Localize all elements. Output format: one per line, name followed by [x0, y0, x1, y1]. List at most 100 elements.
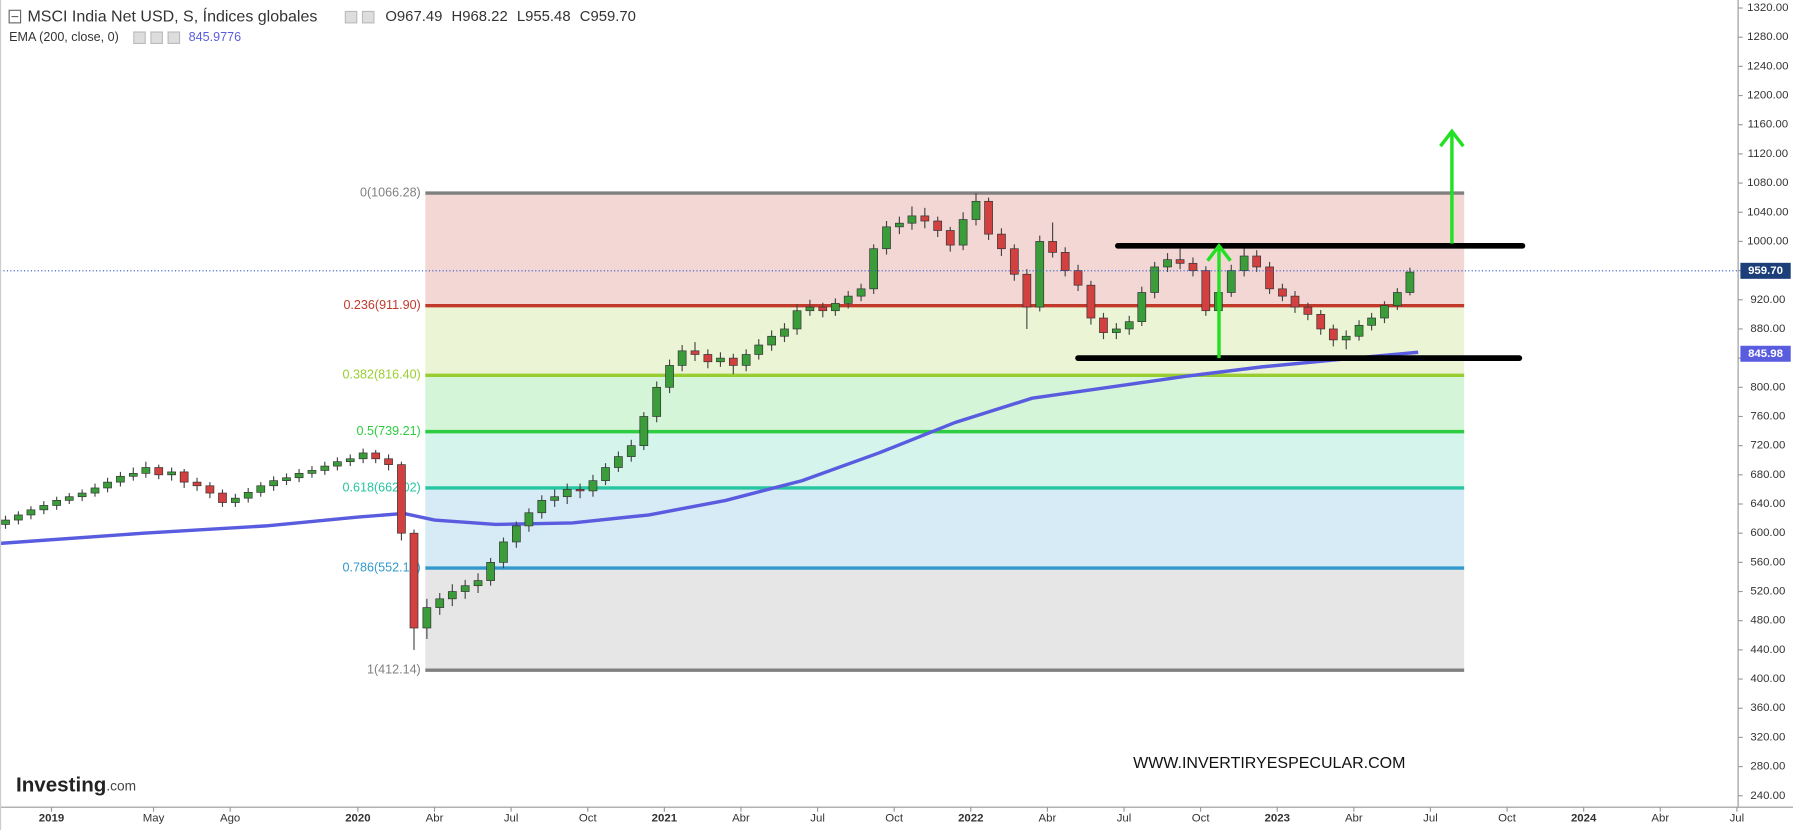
candle-body [831, 303, 840, 312]
candle-body [384, 458, 393, 465]
candle-body [167, 471, 176, 476]
fib-zone [425, 193, 1465, 306]
y-tick-label: 680.00 [1750, 469, 1785, 481]
candle-body [1201, 270, 1211, 312]
candle-body [269, 480, 278, 487]
readout-key: O [385, 9, 397, 25]
readout-key: H [452, 9, 463, 25]
candle-body [435, 598, 445, 608]
candle-body [1086, 284, 1096, 319]
candle-body [728, 357, 738, 366]
candle-body [397, 464, 406, 534]
indicator-icon[interactable] [167, 31, 181, 45]
fib-zone [425, 431, 1465, 488]
watermark: WWW.INVERTIRYESPECULAR.COM [1133, 755, 1405, 772]
candle-body [537, 500, 547, 514]
x-tick-label: Oct [1192, 813, 1211, 825]
indicator-icon[interactable] [133, 31, 146, 45]
candle-body [282, 477, 291, 482]
y-tick-label: 920.00 [1750, 294, 1785, 306]
y-tick-label: 600.00 [1750, 527, 1785, 539]
y-tick-label: 400.00 [1750, 673, 1785, 685]
candle-body [1265, 266, 1274, 290]
ema-line [0, 350, 1419, 546]
candle-body [920, 215, 930, 222]
candle-body [703, 354, 713, 363]
bottom-axis-bg [0, 807, 1793, 830]
x-tick-label: Jul [810, 813, 825, 825]
settings-icon[interactable] [361, 10, 375, 24]
candle-body [1022, 273, 1032, 308]
candle-body [1341, 335, 1351, 341]
indicator-icon[interactable] [150, 31, 163, 45]
candle-body [371, 452, 381, 460]
readout-key: C [580, 9, 591, 25]
collapse-icon[interactable] [8, 9, 22, 24]
logo: Investing.com [16, 774, 136, 797]
y-tick-label: 800.00 [1750, 381, 1785, 393]
x-tick-label: Ago [220, 813, 240, 825]
x-tick-label: Abr [1039, 813, 1057, 825]
candle-body [128, 473, 138, 477]
candle-body [690, 350, 700, 355]
readout-value: 968.22 [462, 9, 507, 25]
candle-body [575, 489, 585, 492]
candle-body [945, 230, 955, 246]
candle-body [1188, 262, 1198, 271]
candle-body [422, 607, 432, 629]
candle-body [1112, 328, 1121, 333]
candle-body [90, 487, 100, 494]
candle-body [1393, 292, 1402, 306]
candle-body [1175, 259, 1185, 264]
arrow-head [1206, 242, 1232, 262]
fib-label: 0.5(739.21) [356, 424, 420, 438]
candle-body [39, 505, 49, 511]
candle-body [192, 481, 202, 487]
candle-body [103, 481, 112, 489]
arrow-head [1439, 128, 1465, 148]
y-tick-label: 1080.00 [1747, 177, 1788, 189]
y-tick-label: 240.00 [1750, 790, 1785, 802]
ema-badge-label: 845.98 [1748, 348, 1783, 360]
x-tick-label: Abr [732, 813, 750, 825]
x-tick-label: May [143, 813, 165, 825]
candle-body [179, 471, 189, 483]
y-tick-label: 1320.00 [1747, 2, 1788, 14]
y-tick-label: 1120.00 [1748, 148, 1788, 160]
candle-body [716, 357, 725, 363]
candle-body [780, 328, 789, 337]
candle-body [1, 519, 10, 525]
candle-body [869, 248, 878, 290]
candle-body [1405, 271, 1415, 293]
fib-label: 1(412.14) [367, 663, 421, 677]
candle-body [14, 514, 23, 521]
y-tick-label: 1240.00 [1747, 60, 1788, 72]
price-badge-label: 959.70 [1748, 265, 1783, 277]
fib-zone [425, 487, 1465, 569]
fib-label: 0.786(552.13) [343, 560, 421, 574]
y-tick-label: 280.00 [1750, 761, 1785, 773]
candle-body [1328, 328, 1338, 341]
x-tick-label: Jul [1423, 813, 1438, 825]
x-tick-label: 2023 [1265, 813, 1290, 825]
candle-body [805, 306, 815, 312]
x-tick-label: 2022 [958, 813, 983, 825]
candle-body [154, 467, 164, 476]
candle-body [984, 200, 993, 235]
candle-body [1060, 252, 1070, 271]
x-tick-label: Oct [579, 813, 598, 825]
readout-value: 967.49 [397, 9, 442, 25]
candle-body [652, 386, 662, 417]
candle-body [64, 496, 74, 501]
candle-body [473, 580, 483, 587]
fib-zone [425, 568, 1465, 671]
candle-body [665, 365, 674, 388]
y-tick-label: 1000.00 [1747, 235, 1788, 247]
candle-body [1099, 317, 1108, 333]
y-tick-label: 440.00 [1750, 644, 1785, 656]
candle-body [1239, 255, 1249, 271]
candle-body [1124, 321, 1134, 330]
settings-icon[interactable] [344, 10, 358, 24]
x-tick-label: Oct [885, 813, 904, 825]
